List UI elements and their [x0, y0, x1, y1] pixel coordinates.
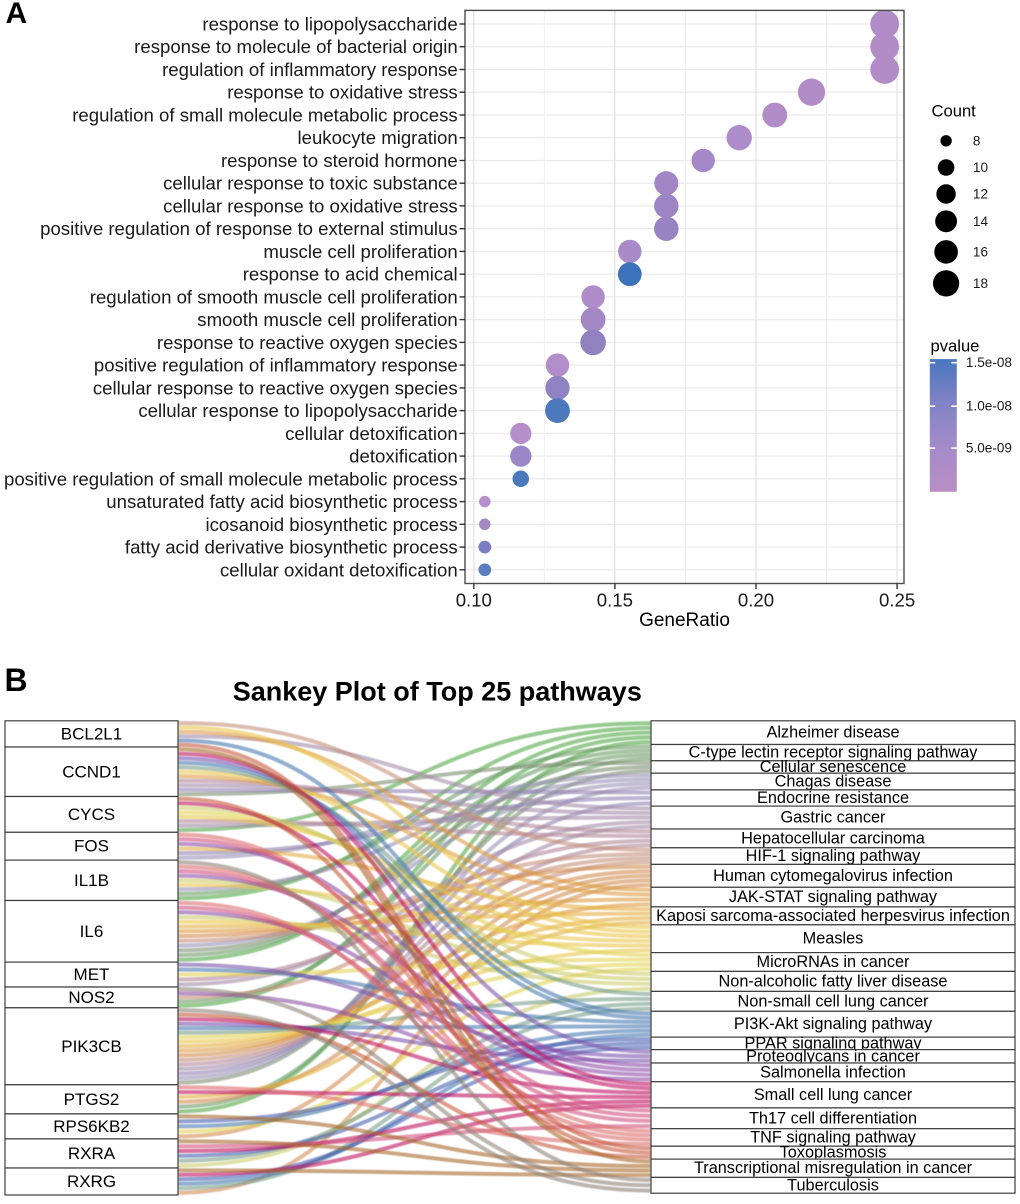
svg-text:Tuberculosis: Tuberculosis — [787, 1176, 879, 1194]
svg-text:PPAR signaling pathway: PPAR signaling pathway — [744, 1034, 922, 1052]
svg-text:Salmonella infection: Salmonella infection — [760, 1063, 906, 1081]
svg-text:C-type lectin receptor signali: C-type lectin receptor signaling pathway — [689, 744, 979, 762]
svg-text:RPS6KB2: RPS6KB2 — [53, 1117, 130, 1136]
svg-text:icosanoid biosynthetic process: icosanoid biosynthetic process — [206, 514, 458, 535]
svg-text:Hepatocellular carcinoma: Hepatocellular carcinoma — [741, 829, 926, 847]
svg-text:Non-small cell lung cancer: Non-small cell lung cancer — [738, 992, 930, 1010]
svg-text:Kaposi sarcoma-associated herp: Kaposi sarcoma-associated herpesvirus in… — [656, 907, 1010, 925]
svg-text:pvalue: pvalue — [931, 337, 980, 356]
svg-text:Human cytomegalovirus infectio: Human cytomegalovirus infection — [713, 867, 953, 885]
svg-text:Chagas disease: Chagas disease — [775, 773, 892, 791]
svg-text:response to oxidative stress: response to oxidative stress — [227, 82, 457, 103]
svg-text:Sankey Plot of Top 25 pathways: Sankey Plot of Top 25 pathways — [233, 677, 642, 707]
svg-text:0.15: 0.15 — [597, 590, 633, 611]
svg-text:RXRA: RXRA — [68, 1144, 116, 1163]
svg-text:HIF-1 signaling pathway: HIF-1 signaling pathway — [746, 847, 922, 865]
svg-text:MicroRNAs in cancer: MicroRNAs in cancer — [757, 953, 910, 971]
svg-text:Measles: Measles — [803, 930, 864, 948]
svg-text:8: 8 — [973, 133, 981, 148]
svg-text:0.20: 0.20 — [738, 590, 774, 611]
svg-text:Non-alcoholic fatty liver dise: Non-alcoholic fatty liver disease — [719, 972, 948, 990]
svg-text:12: 12 — [973, 187, 988, 202]
svg-text:PIK3CB: PIK3CB — [61, 1037, 121, 1056]
svg-text:14: 14 — [973, 214, 989, 229]
svg-text:regulation of inflammatory res: regulation of inflammatory response — [162, 59, 458, 80]
svg-text:cellular response to toxic sub: cellular response to toxic substance — [163, 173, 458, 194]
svg-text:B: B — [5, 662, 28, 698]
svg-text:smooth muscle cell proliferati: smooth muscle cell proliferation — [197, 309, 457, 330]
svg-text:response to lipopolysaccharide: response to lipopolysaccharide — [202, 14, 457, 35]
svg-text:MET: MET — [74, 965, 110, 984]
svg-text:regulation of small molecule m: regulation of small molecule metabolic p… — [72, 105, 457, 126]
svg-text:Toxoplasmosis: Toxoplasmosis — [780, 1144, 887, 1162]
svg-text:CCND1: CCND1 — [62, 762, 121, 781]
svg-text:muscle cell proliferation: muscle cell proliferation — [263, 241, 457, 262]
svg-text:Cellular senescence: Cellular senescence — [760, 758, 907, 776]
svg-text:10: 10 — [973, 160, 989, 175]
svg-text:cellular response to oxidative: cellular response to oxidative stress — [163, 195, 458, 216]
svg-text:IL1B: IL1B — [74, 871, 109, 890]
svg-text:RXRG: RXRG — [67, 1172, 116, 1191]
svg-text:Alzheimer disease: Alzheimer disease — [766, 724, 899, 742]
svg-text:0.10: 0.10 — [456, 590, 492, 611]
svg-text:Count: Count — [932, 102, 977, 121]
svg-text:Proteoglycans in cancer: Proteoglycans in cancer — [746, 1047, 920, 1065]
svg-text:BCL2L1: BCL2L1 — [61, 724, 122, 743]
svg-text:FOS: FOS — [74, 837, 109, 856]
svg-text:GeneRatio: GeneRatio — [639, 610, 730, 631]
svg-text:response to reactive oxygen sp: response to reactive oxygen species — [157, 332, 458, 353]
svg-text:Transcriptional misregulation: Transcriptional misregulation in cancer — [694, 1159, 973, 1177]
svg-text:response to molecule of bacter: response to molecule of bacterial origin — [134, 36, 458, 57]
svg-text:detoxification: detoxification — [349, 446, 458, 467]
svg-text:TNF signaling pathway: TNF signaling pathway — [750, 1129, 916, 1147]
svg-text:PTGS2: PTGS2 — [64, 1090, 120, 1109]
svg-text:IL6: IL6 — [80, 922, 104, 941]
svg-text:response to steroid hormone: response to steroid hormone — [221, 150, 458, 171]
svg-text:Small cell lung cancer: Small cell lung cancer — [754, 1086, 913, 1104]
svg-text:cellular oxidant detoxificatio: cellular oxidant detoxification — [220, 559, 458, 580]
svg-text:1.0e-08: 1.0e-08 — [966, 399, 1012, 414]
svg-text:JAK-STAT signaling pathway: JAK-STAT signaling pathway — [729, 888, 938, 906]
svg-text:CYCS: CYCS — [68, 805, 115, 824]
svg-text:cellular detoxification: cellular detoxification — [285, 423, 458, 444]
svg-text:cellular response to reactive: cellular response to reactive oxygen spe… — [93, 377, 458, 398]
svg-text:positive regulation of small m: positive regulation of small molecule me… — [4, 468, 458, 489]
svg-text:fatty acid derivative biosynth: fatty acid derivative biosynthetic proce… — [125, 537, 458, 558]
svg-text:NOS2: NOS2 — [68, 988, 114, 1007]
svg-text:16: 16 — [973, 244, 988, 259]
svg-text:positive regulation of inflamm: positive regulation of inflammatory resp… — [94, 355, 458, 376]
svg-text:Gastric cancer: Gastric cancer — [781, 809, 887, 827]
svg-text:cellular response to lipopolys: cellular response to lipopolysaccharide — [138, 400, 457, 421]
svg-text:regulation of smooth muscle ce: regulation of smooth muscle cell prolife… — [90, 286, 458, 307]
svg-text:leukocyte migration: leukocyte migration — [297, 127, 457, 148]
svg-text:1.5e-08: 1.5e-08 — [966, 355, 1012, 370]
svg-text:response to acid chemical: response to acid chemical — [243, 264, 458, 285]
svg-text:A: A — [6, 0, 28, 30]
svg-text:18: 18 — [973, 276, 988, 291]
svg-text:Th17 cell differentiation: Th17 cell differentiation — [749, 1109, 917, 1127]
svg-text:positive regulation of respons: positive regulation of response to exter… — [40, 218, 458, 239]
svg-text:5.0e-09: 5.0e-09 — [966, 441, 1012, 456]
svg-text:0.25: 0.25 — [879, 590, 915, 611]
svg-text:Endocrine resistance: Endocrine resistance — [757, 789, 909, 807]
svg-text:PI3K-Akt signaling pathway: PI3K-Akt signaling pathway — [734, 1015, 933, 1033]
svg-text:unsaturated fatty acid biosynt: unsaturated fatty acid biosynthetic proc… — [106, 491, 457, 512]
